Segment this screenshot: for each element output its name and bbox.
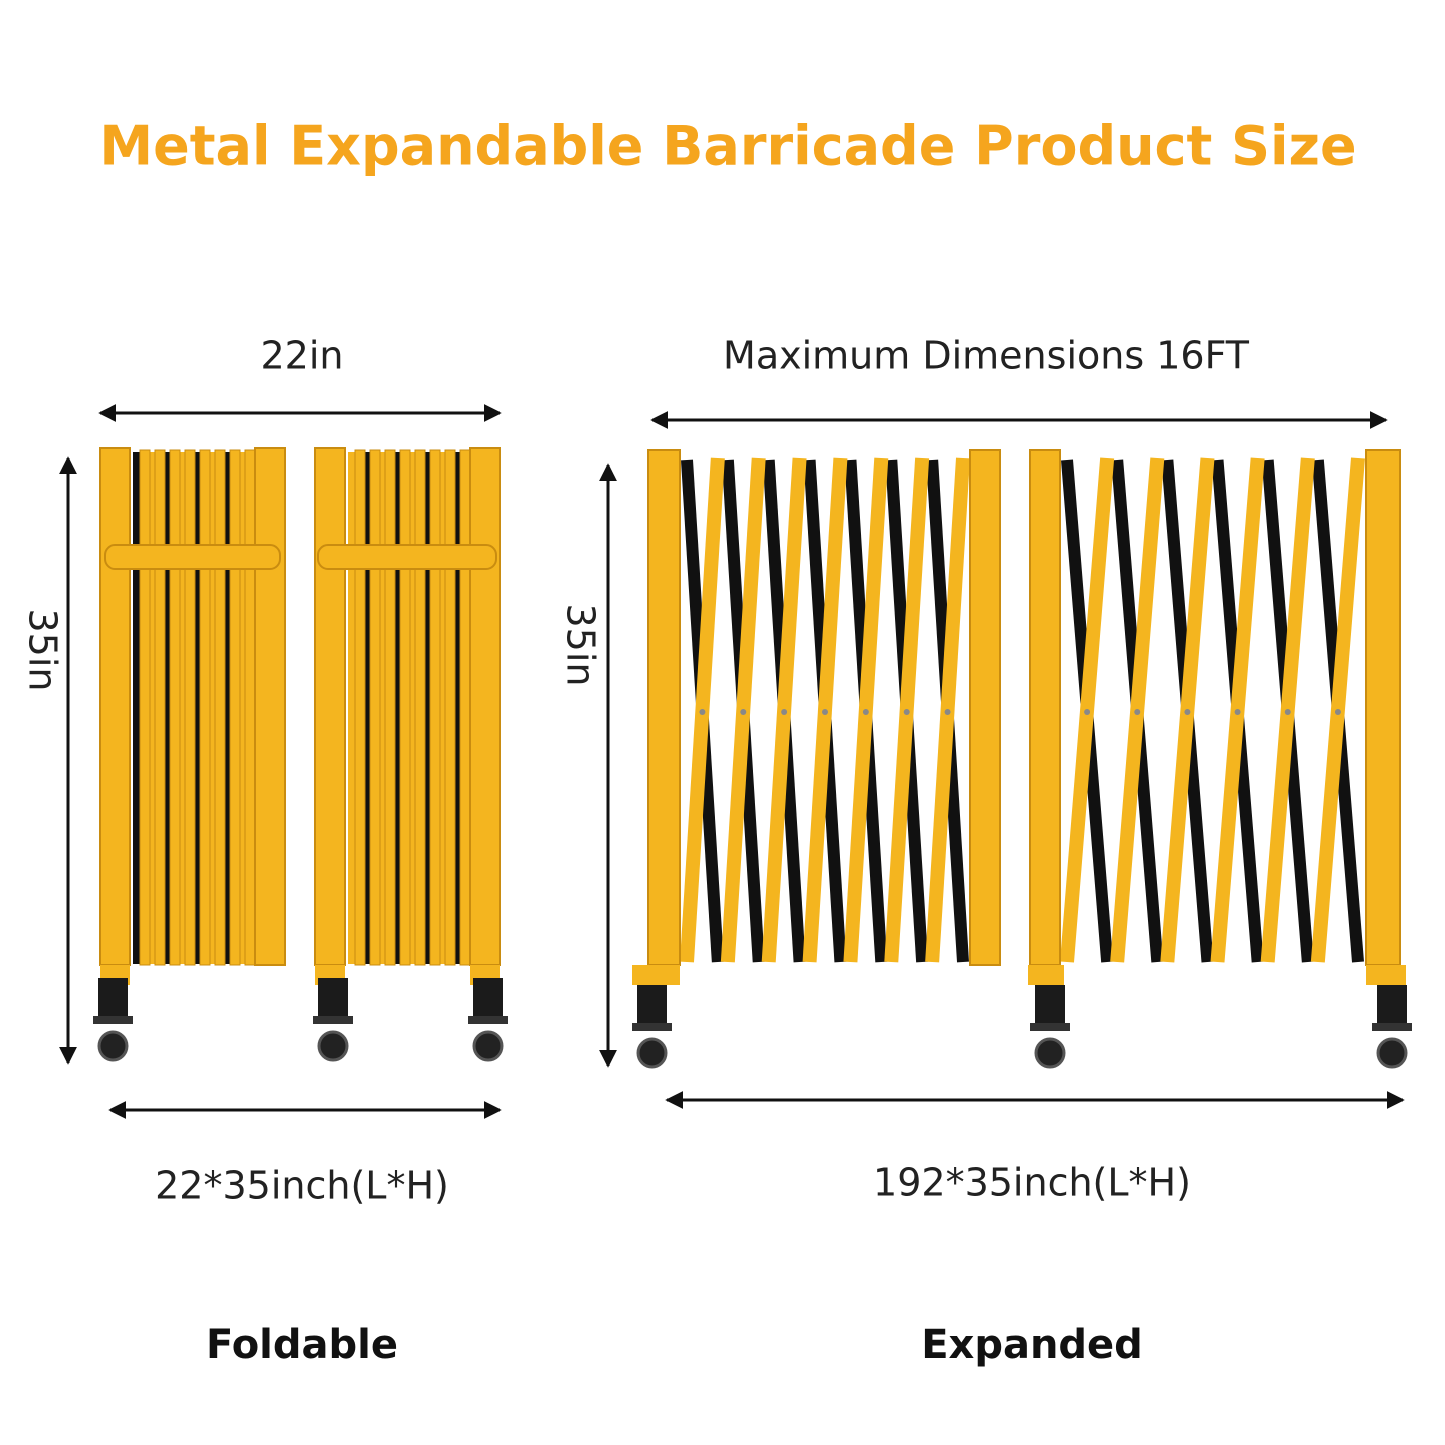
post [1365, 449, 1401, 966]
caster-block [1035, 985, 1065, 1023]
slat [214, 449, 226, 966]
wheel [1034, 1037, 1066, 1069]
caster-plate [93, 1016, 133, 1024]
caster-block [98, 978, 128, 1016]
wheel [472, 1030, 504, 1062]
rivet [944, 709, 951, 715]
post [99, 447, 131, 966]
size-label: 22*35inch(L*H) [155, 1164, 449, 1208]
width-label: Maximum Dimensions 16FT [723, 334, 1250, 378]
rivet [1134, 709, 1141, 715]
slat [244, 449, 256, 966]
slat [444, 449, 456, 966]
post [1029, 449, 1061, 966]
post [254, 447, 286, 966]
rivet [699, 709, 706, 715]
slat [459, 449, 471, 966]
caster-block [473, 978, 503, 1016]
caster-block [318, 978, 348, 1016]
slat [169, 449, 181, 966]
rivet [1084, 709, 1091, 715]
slat [384, 449, 396, 966]
wheel [636, 1037, 668, 1069]
slat [369, 449, 381, 966]
caster-plate [1372, 1023, 1412, 1031]
caption: Foldable [206, 1322, 398, 1368]
caster-block [637, 985, 667, 1023]
base [1366, 965, 1406, 985]
slat [229, 449, 241, 966]
slat [429, 449, 441, 966]
crossbar [317, 544, 497, 570]
rivet [1284, 709, 1291, 715]
post [469, 447, 501, 966]
wheel [317, 1030, 349, 1062]
caster-plate [1030, 1023, 1070, 1031]
slat [154, 449, 166, 966]
expanded-barricade [632, 449, 1412, 1069]
caster-plate [468, 1016, 508, 1024]
post [314, 447, 346, 966]
rivet [903, 709, 910, 715]
rivet [1334, 709, 1341, 715]
height-label: 35in [21, 609, 65, 692]
slat [354, 449, 366, 966]
slat [184, 449, 196, 966]
size-label: 192*35inch(L*H) [873, 1161, 1191, 1205]
rivet [1234, 709, 1241, 715]
post [647, 449, 681, 966]
slat [139, 449, 151, 966]
slat [414, 449, 426, 966]
rivet [1184, 709, 1191, 715]
caption: Expanded [921, 1322, 1143, 1368]
rivet [781, 709, 788, 715]
rivet [862, 709, 869, 715]
base [1028, 965, 1064, 985]
slat [399, 449, 411, 966]
foldable-barricade [93, 447, 508, 1062]
caster-block [1377, 985, 1407, 1023]
slat [199, 449, 211, 966]
height-label: 35in [559, 604, 603, 687]
rivet [740, 709, 747, 715]
wheel [1376, 1037, 1408, 1069]
width-label: 22in [261, 334, 344, 378]
caster-plate [632, 1023, 672, 1031]
title: Metal Expandable Barricade Product Size [99, 115, 1356, 178]
base [632, 965, 680, 985]
post [969, 449, 1001, 966]
crossbar [104, 544, 281, 570]
rivet [822, 709, 828, 715]
caster-plate [313, 1016, 353, 1024]
wheel [97, 1030, 129, 1062]
